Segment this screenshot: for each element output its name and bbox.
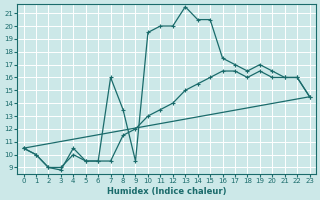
X-axis label: Humidex (Indice chaleur): Humidex (Indice chaleur) [107, 187, 226, 196]
